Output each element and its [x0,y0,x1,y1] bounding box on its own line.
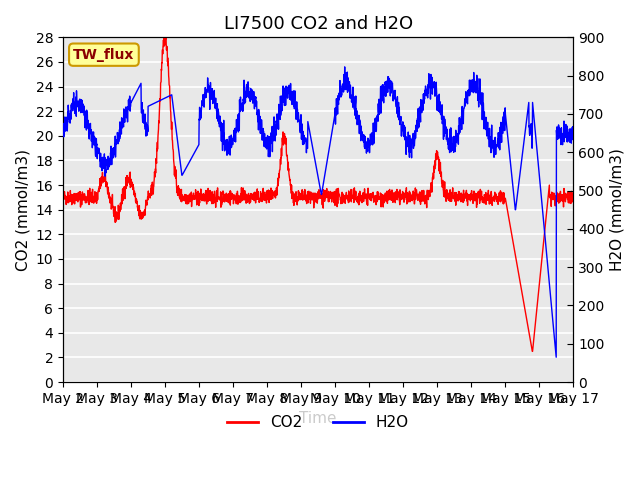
Y-axis label: CO2 (mmol/m3): CO2 (mmol/m3) [15,149,30,271]
Text: TW_flux: TW_flux [73,48,134,61]
Title: LI7500 CO2 and H2O: LI7500 CO2 and H2O [223,15,413,33]
Legend: CO2, H2O: CO2, H2O [221,409,415,436]
Y-axis label: H2O (mmol/m3): H2O (mmol/m3) [610,148,625,271]
X-axis label: Time: Time [300,411,337,426]
